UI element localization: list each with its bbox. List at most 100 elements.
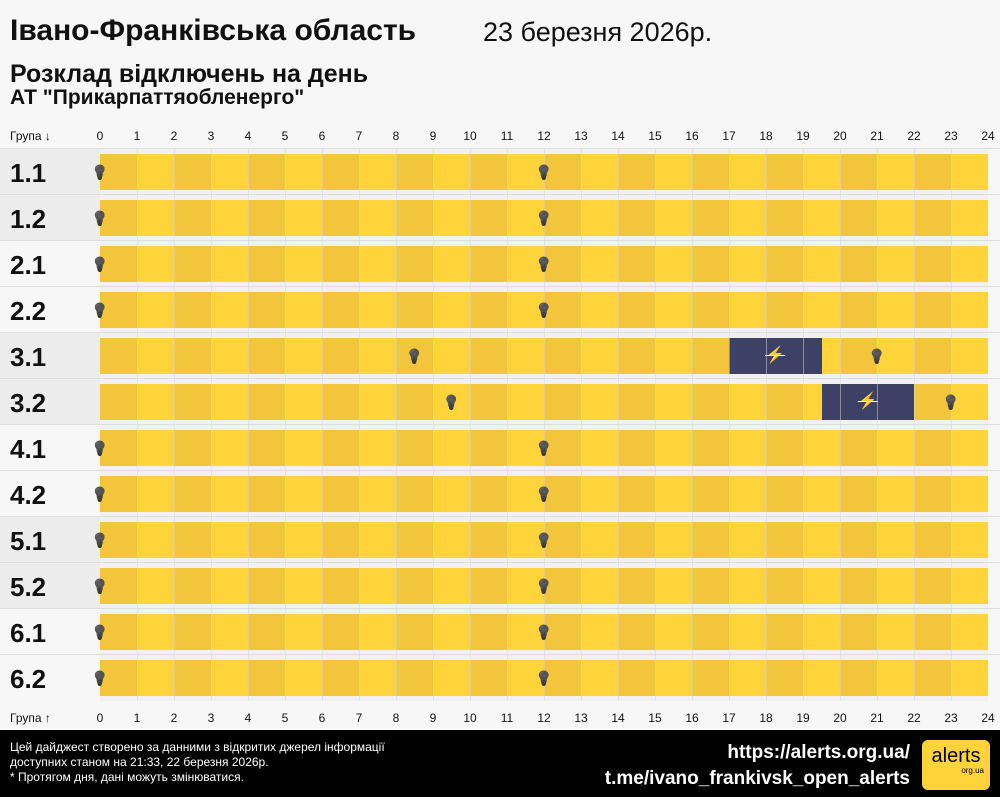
hour-cell (470, 522, 507, 558)
hour-gridline (211, 287, 212, 333)
hour-gridline (137, 517, 138, 563)
hour-cell (544, 154, 581, 190)
hour-gridline (359, 149, 360, 195)
hour-gridline (470, 471, 471, 517)
lightbulb-icon: 💡 (535, 624, 553, 640)
hour-gridline (137, 379, 138, 425)
hour-axis-bottom: Група ↑ 0 1 2 3 4 5 6 7 8 9 10 11 12 13 14 15 16 17 18 19 20… (0, 706, 1000, 730)
hour-cell (507, 154, 544, 190)
hour-cell (766, 154, 803, 190)
hour-cell (507, 476, 544, 512)
hour-gridline (655, 379, 656, 425)
hour-gridline (507, 425, 508, 471)
hour-tick: 16 (685, 129, 699, 143)
hour-gridline (359, 333, 360, 379)
hour-gridline (396, 563, 397, 609)
hour-gridline (396, 517, 397, 563)
hour-cell (581, 614, 618, 650)
lightbulb-icon: 💡 (535, 486, 553, 502)
group-row: 6.2 💡 💡 (0, 654, 1000, 701)
hour-gridline (581, 563, 582, 609)
hour-cell (544, 614, 581, 650)
hour-gridline (692, 563, 693, 609)
hour-cell (507, 246, 544, 282)
hour-cell (359, 384, 396, 420)
hour-gridline (285, 425, 286, 471)
hour-gridline (729, 287, 730, 333)
hour-cell (840, 660, 877, 696)
hour-gridline (507, 655, 508, 701)
group-label: 3.2 (0, 379, 100, 425)
hour-tick: 15 (648, 711, 662, 725)
hour-tick: 9 (429, 711, 437, 725)
hour-gridline (433, 655, 434, 701)
group-track: 💡 💡 (91, 517, 988, 563)
telegram-link[interactable]: t.me/ivano_frankivsk_open_alerts (604, 768, 910, 789)
hour-gridline (174, 195, 175, 241)
hour-gridline (359, 195, 360, 241)
hour-gridline (766, 471, 767, 517)
hour-tick: 6 (318, 711, 326, 725)
hour-gridline (951, 517, 952, 563)
hour-gridline (803, 609, 804, 655)
hour-gridline (396, 241, 397, 287)
hour-gridline (581, 333, 582, 379)
hour-cell (100, 246, 137, 282)
hour-gridline (914, 425, 915, 471)
group-track: 💡 💡 (91, 195, 988, 241)
hour-gridline (951, 425, 952, 471)
hour-gridline (137, 149, 138, 195)
hour-cell (692, 522, 729, 558)
hour-cell (914, 384, 951, 420)
hour-cell (248, 568, 285, 604)
hour-gridline (951, 379, 952, 425)
hour-gridline (618, 471, 619, 517)
group-sort-label-bottom[interactable]: Група ↑ (10, 711, 51, 725)
hour-tick: 5 (281, 129, 289, 143)
hour-cell (655, 154, 692, 190)
hour-gridline (322, 333, 323, 379)
hour-gridline (285, 149, 286, 195)
hour-cell (137, 154, 174, 190)
hour-gridline (396, 195, 397, 241)
hour-cell (137, 522, 174, 558)
hour-gridline (951, 241, 952, 287)
hour-cell (137, 660, 174, 696)
hour-tick: 17 (722, 129, 736, 143)
hour-cell (914, 614, 951, 650)
hour-tick: 1 (133, 129, 141, 143)
hour-gridline (766, 333, 767, 379)
group-row: 5.2 💡 💡 (0, 562, 1000, 609)
hour-gridline (914, 609, 915, 655)
hour-gridline (914, 471, 915, 517)
hour-cell (470, 430, 507, 466)
hour-gridline (285, 287, 286, 333)
hour-cell (618, 200, 655, 236)
hour-gridline (729, 241, 730, 287)
hour-cell (877, 660, 914, 696)
group-row: 3.2 ⚡ 💡 💡 (0, 378, 1000, 425)
group-label: 5.2 (0, 563, 100, 609)
hour-cell (803, 200, 840, 236)
hour-gridline (359, 563, 360, 609)
hour-cell (803, 246, 840, 282)
hour-gridline (803, 195, 804, 241)
hour-cell (729, 292, 766, 328)
hour-cell (618, 522, 655, 558)
hour-gridline (174, 655, 175, 701)
hour-gridline (618, 149, 619, 195)
hour-gridline (433, 195, 434, 241)
hour-cell (470, 246, 507, 282)
hour-gridline (618, 333, 619, 379)
hour-cell (322, 522, 359, 558)
group-label: 3.1 (0, 333, 100, 379)
hour-cell (692, 568, 729, 604)
group-sort-label-top[interactable]: Група ↓ (10, 129, 51, 143)
website-link[interactable]: https://alerts.org.ua/ (727, 742, 910, 763)
hour-cell (100, 522, 137, 558)
hour-tick: 15 (648, 129, 662, 143)
hour-tick: 18 (759, 129, 773, 143)
hour-cell (618, 338, 655, 374)
hour-cell (692, 384, 729, 420)
hour-tick: 21 (870, 711, 884, 725)
